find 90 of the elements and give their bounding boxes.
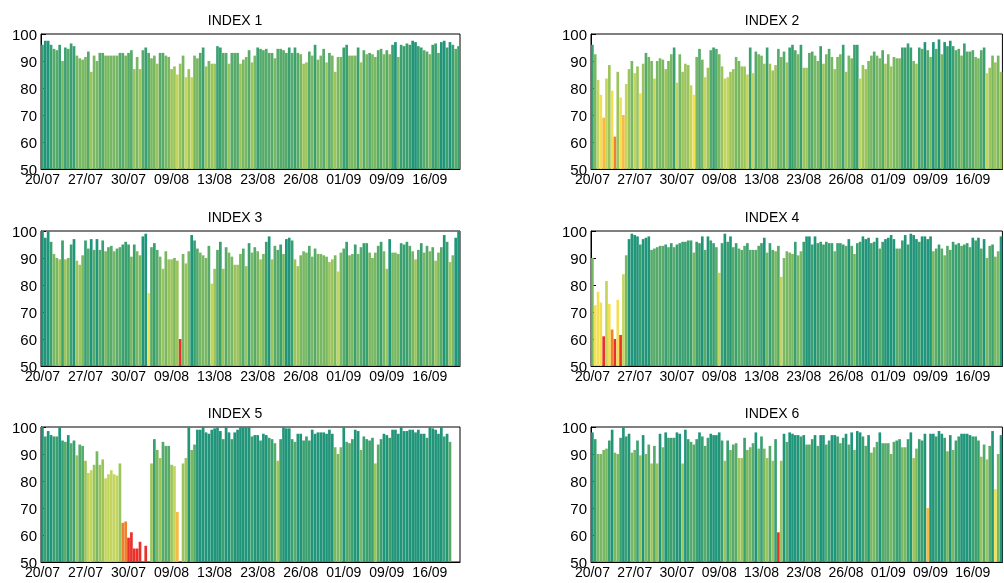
x-tick-label: 16/09 — [955, 564, 991, 580]
x-tick-label: 16/09 — [955, 367, 991, 384]
y-tick-label: 60 — [20, 330, 37, 347]
chart-title: INDEX 5 — [207, 405, 263, 421]
x-tick-label: 09/09 — [369, 564, 405, 580]
x-tick-label: 09/08 — [154, 367, 190, 384]
x-tick-label: 26/08 — [828, 564, 864, 580]
y-tick-label: 70 — [20, 303, 37, 320]
chart-title: INDEX 2 — [744, 12, 800, 28]
x-tick-label: 30/07 — [111, 564, 147, 580]
y-tick-label: 80 — [20, 472, 37, 490]
x-tick-label: 26/08 — [283, 171, 319, 187]
y-tick-label: 60 — [20, 133, 37, 151]
x-tick-label: 13/08 — [197, 564, 233, 580]
x-tick-label: 13/08 — [743, 564, 780, 580]
x-tick-label: 23/08 — [240, 171, 276, 187]
y-tick-label: 80 — [570, 276, 587, 293]
chart-title: INDEX 4 — [744, 208, 800, 225]
y-tick-label: 90 — [570, 445, 587, 463]
x-tick-label: 23/08 — [786, 171, 822, 187]
x-tick-label: 23/08 — [786, 564, 822, 580]
x-tick-label: 30/07 — [111, 171, 147, 187]
x-tick-label: 30/07 — [659, 171, 695, 187]
x-tick-label: 23/08 — [786, 367, 822, 384]
x-tick-label: 01/09 — [870, 564, 907, 580]
x-tick-label: 09/08 — [701, 171, 737, 187]
y-tick-label: 90 — [570, 52, 587, 70]
x-tick-label: 09/08 — [701, 564, 737, 580]
x-tick-label: 16/09 — [412, 367, 448, 384]
x-tick-label: 09/09 — [913, 564, 949, 580]
y-tick-label: 70 — [20, 106, 37, 124]
x-tick-label: 09/09 — [913, 367, 949, 384]
x-tick-label: 27/07 — [617, 171, 653, 187]
x-tick-label: 27/07 — [67, 171, 104, 187]
x-tick-label: 01/09 — [326, 171, 362, 187]
x-tick-label: 09/09 — [913, 171, 949, 187]
x-tick-label: 27/07 — [67, 367, 104, 384]
x-tick-label: 01/09 — [326, 564, 362, 580]
x-tick-label: 09/08 — [154, 171, 190, 187]
chart-title: INDEX 3 — [207, 208, 263, 225]
x-tick-label: 01/09 — [870, 171, 907, 187]
y-tick-label: 70 — [570, 499, 587, 517]
chart-title: INDEX 6 — [744, 405, 800, 421]
x-tick-label: 01/09 — [870, 367, 907, 384]
x-tick-label: 09/09 — [369, 171, 405, 187]
y-tick-label: 60 — [570, 133, 587, 151]
y-tick-label: 60 — [570, 330, 587, 347]
y-tick-label: 80 — [20, 79, 37, 97]
y-tick-label: 100 — [561, 418, 587, 436]
y-tick-label: 80 — [570, 472, 587, 490]
x-tick-label: 13/08 — [197, 171, 233, 187]
x-tick-label: 13/08 — [743, 171, 780, 187]
y-tick-label: 100 — [11, 222, 37, 239]
chart-title: INDEX 1 — [207, 12, 263, 28]
y-tick-label: 100 — [561, 25, 587, 43]
x-tick-label: 16/09 — [412, 564, 448, 580]
x-tick-label: 16/09 — [412, 171, 448, 187]
y-tick-label: 80 — [570, 79, 587, 97]
y-tick-label: 90 — [570, 249, 587, 266]
x-tick-label: 09/09 — [369, 367, 405, 384]
y-tick-label: 100 — [11, 418, 37, 436]
x-tick-label: 26/08 — [283, 367, 319, 384]
y-tick-label: 60 — [570, 526, 587, 544]
x-tick-label: 27/07 — [617, 367, 653, 384]
y-tick-label: 100 — [561, 222, 587, 239]
x-tick-label: 09/08 — [154, 564, 190, 580]
x-tick-label: 09/08 — [701, 367, 737, 384]
x-tick-label: 30/07 — [111, 367, 147, 384]
x-tick-label: 23/08 — [240, 564, 276, 580]
y-tick-label: 70 — [570, 303, 587, 320]
y-tick-label: 90 — [20, 445, 37, 463]
y-tick-label: 80 — [20, 276, 37, 293]
y-tick-label: 90 — [20, 249, 37, 266]
x-tick-label: 16/09 — [955, 171, 991, 187]
x-tick-label: 26/08 — [828, 171, 864, 187]
y-tick-label: 90 — [20, 52, 37, 70]
y-tick-label: 70 — [20, 499, 37, 517]
x-tick-label: 27/07 — [617, 564, 653, 580]
x-tick-label: 26/08 — [283, 564, 319, 580]
y-tick-label: 70 — [570, 106, 587, 124]
x-tick-label: 01/09 — [326, 367, 362, 384]
y-tick-label: 100 — [11, 25, 37, 43]
x-tick-label: 13/08 — [743, 367, 780, 384]
x-tick-label: 13/08 — [197, 367, 233, 384]
y-tick-label: 60 — [20, 526, 37, 544]
x-tick-label: 27/07 — [67, 564, 104, 580]
x-tick-label: 30/07 — [659, 367, 695, 384]
x-tick-label: 26/08 — [828, 367, 864, 384]
x-tick-label: 30/07 — [659, 564, 695, 580]
x-tick-label: 23/08 — [240, 367, 276, 384]
